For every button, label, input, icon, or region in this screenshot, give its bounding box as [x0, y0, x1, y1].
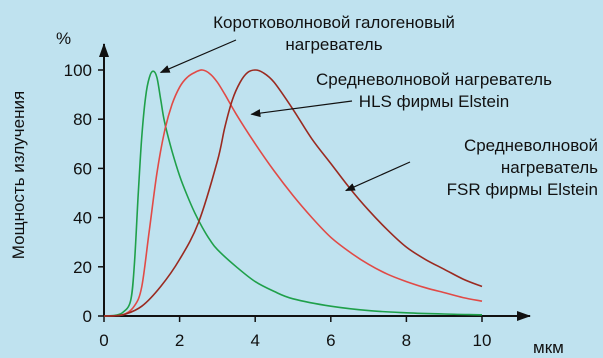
series-line-1 [103, 70, 483, 317]
x-tick-label: 2 [175, 331, 184, 350]
annotation-text: Средневолновой нагреватель [316, 70, 552, 89]
x-tick-label: 8 [402, 331, 411, 350]
y-tick-label: 100 [64, 61, 92, 80]
annotation-2: Средневолновой нагреватель HLS фирмы Elst… [250, 70, 552, 118]
y-axis-label: Мощность излучения [9, 91, 28, 259]
annotation-text: Коротковолновой галогеновый [213, 13, 455, 32]
annotation-arrow [159, 39, 237, 74]
annotation-layer: Коротковолновой галогеновыйнагревательСр… [159, 13, 598, 199]
y-tick-label: 80 [73, 110, 92, 129]
x-tick-label: 6 [326, 331, 335, 350]
axes [99, 43, 531, 321]
annotation-1: Коротковолновой галогеновый нагреватель [159, 13, 455, 74]
annotation-text: нагреватель [285, 35, 382, 54]
y-unit-label: % [56, 29, 71, 48]
annotation-text: нагреватель [501, 158, 598, 177]
annotation-3: Средневолновой нагреватель FSR фирмы Elste… [345, 136, 598, 199]
annotation-arrow [250, 100, 353, 118]
annotation-text: FSR фирмы Elstein [447, 180, 598, 199]
x-tick-label: 0 [99, 331, 108, 350]
series-layer [103, 69, 483, 317]
x-tick-label: 10 [473, 331, 492, 350]
x-axis-label: мкм [533, 338, 564, 357]
series-line-3 [103, 69, 483, 317]
x-tick-label: 4 [250, 331, 259, 350]
y-tick-label: 0 [83, 307, 92, 326]
y-tick-label: 20 [73, 258, 92, 277]
series-line-2 [103, 69, 483, 317]
annotation-arrow [345, 161, 411, 192]
annotation-text: HLS фирмы Elstein [359, 92, 509, 111]
y-tick-label: 40 [73, 209, 92, 228]
annotation-text: Средневолновой [464, 136, 598, 155]
y-tick-label: 60 [73, 159, 92, 178]
